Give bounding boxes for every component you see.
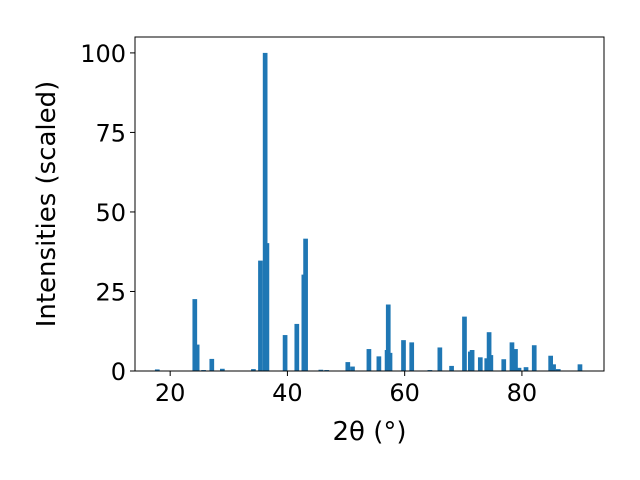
bar bbox=[577, 364, 583, 371]
bar bbox=[449, 365, 454, 371]
bar bbox=[350, 366, 355, 371]
bar bbox=[437, 347, 443, 371]
x-tick-label: 60 bbox=[389, 379, 420, 407]
x-tick-label: 40 bbox=[272, 379, 303, 407]
bar bbox=[209, 358, 215, 371]
bar bbox=[462, 316, 467, 371]
bar bbox=[486, 332, 492, 371]
bar bbox=[513, 349, 518, 371]
bar bbox=[501, 359, 507, 371]
bar bbox=[488, 355, 494, 371]
bar bbox=[469, 350, 475, 371]
bar bbox=[401, 340, 406, 371]
bar bbox=[531, 345, 537, 371]
y-tick-label: 100 bbox=[80, 40, 126, 68]
bar bbox=[345, 362, 351, 371]
bar bbox=[192, 299, 198, 371]
x-axis-label: 2θ (°) bbox=[332, 417, 406, 447]
bar bbox=[376, 356, 382, 371]
plot-frame bbox=[134, 36, 605, 372]
y-axis: 0 25 50 75 100 bbox=[80, 40, 135, 386]
bar bbox=[551, 364, 556, 371]
bar bbox=[385, 304, 391, 371]
y-tick-label: 75 bbox=[95, 119, 126, 147]
bar bbox=[258, 260, 263, 371]
bar bbox=[523, 367, 529, 371]
bars-group bbox=[154, 52, 583, 372]
bar bbox=[509, 342, 515, 371]
bar bbox=[366, 349, 372, 371]
x-tick-label: 20 bbox=[155, 379, 186, 407]
bar bbox=[484, 358, 490, 371]
bar bbox=[282, 335, 288, 371]
bar bbox=[477, 357, 483, 371]
bar bbox=[264, 243, 270, 371]
bar bbox=[555, 369, 561, 371]
x-tick-label: 80 bbox=[507, 379, 538, 407]
bar bbox=[409, 342, 415, 371]
bar bbox=[294, 323, 300, 371]
x-axis: 20 40 60 80 bbox=[155, 371, 537, 407]
bar bbox=[262, 52, 268, 372]
bar bbox=[318, 369, 324, 371]
y-tick-label: 25 bbox=[95, 278, 126, 306]
bar bbox=[387, 352, 393, 371]
bar bbox=[194, 344, 200, 371]
bar bbox=[516, 367, 522, 371]
bar bbox=[303, 238, 308, 371]
bar bbox=[548, 355, 553, 371]
bar bbox=[251, 369, 256, 371]
y-tick-label: 0 bbox=[111, 358, 126, 386]
bar bbox=[154, 369, 160, 371]
y-tick-label: 50 bbox=[95, 199, 126, 227]
bar bbox=[220, 368, 225, 371]
y-axis-label: Intensities (scaled) bbox=[32, 81, 62, 328]
